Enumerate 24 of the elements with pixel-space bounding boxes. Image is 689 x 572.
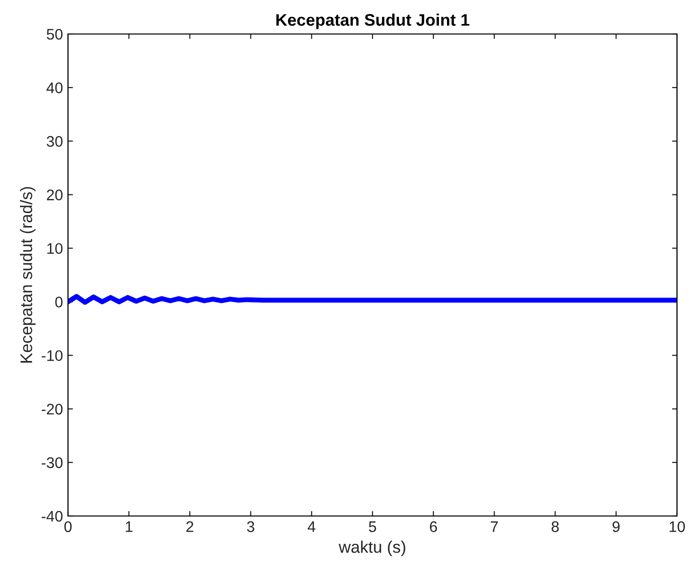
y-tick-label: 50	[46, 28, 63, 40]
y-axis-title: Kecepatan sudut (rad/s)	[20, 187, 36, 363]
x-tick-label: 0	[64, 521, 72, 532]
y-tick-label: -30	[42, 457, 63, 468]
x-tick-label: 10	[670, 521, 685, 532]
y-tick-label: -40	[42, 510, 63, 522]
y-tick-label: 0	[55, 296, 63, 308]
chart-title: Kecepatan Sudut Joint 1	[276, 14, 470, 30]
y-tick-label: -10	[42, 350, 63, 362]
x-axis-title: waktu (s)	[338, 540, 406, 556]
x-tick-label: 5	[368, 521, 376, 532]
y-tick-label: 30	[46, 136, 63, 147]
x-tick-label: 4	[308, 521, 316, 532]
x-tick-label: 6	[430, 521, 437, 532]
x-tick-label: 1	[126, 521, 132, 532]
y-tick-label: 20	[46, 190, 63, 200]
x-tick-label: 2	[186, 521, 194, 532]
y-tick-label: 10	[47, 243, 63, 254]
y-tick-label: 40	[46, 82, 63, 94]
y-tick-label: -20	[42, 404, 63, 415]
x-tick-label: 3	[247, 521, 254, 532]
x-tick-label: 8	[552, 521, 559, 532]
x-tick-label: 7	[490, 521, 498, 532]
x-tick-label: 9	[612, 521, 620, 532]
